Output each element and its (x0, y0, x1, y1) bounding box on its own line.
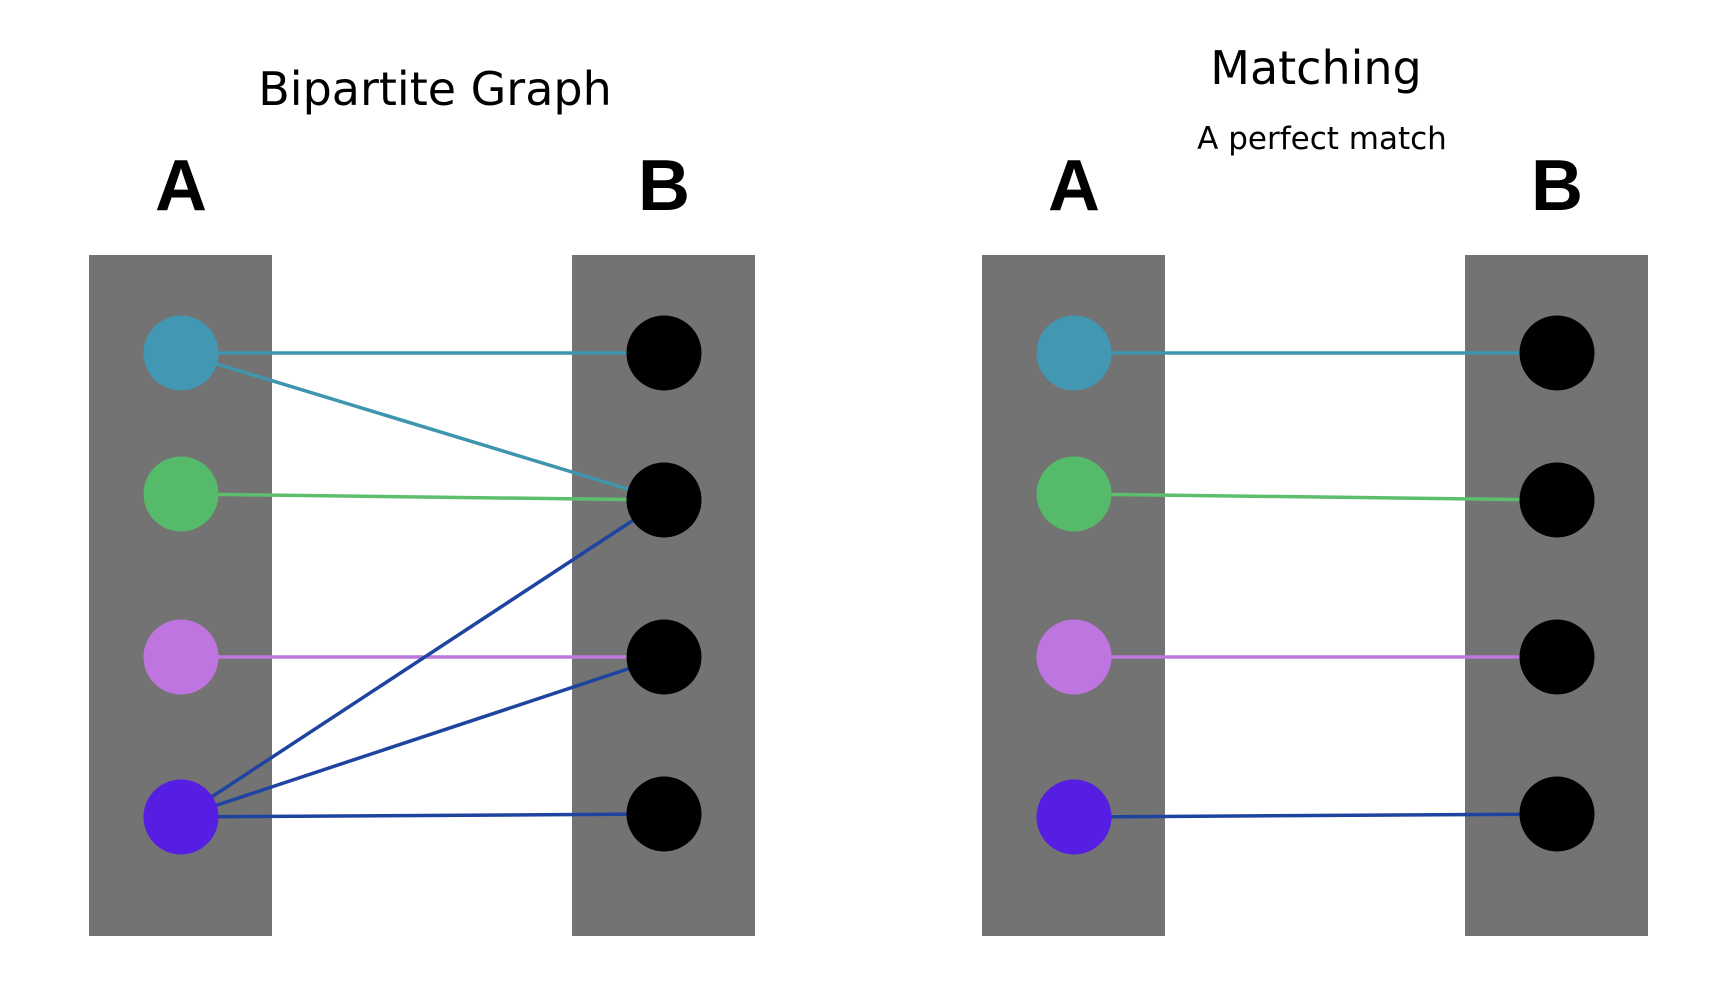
node-a3 (1036, 619, 1112, 695)
node-a1 (1036, 315, 1112, 391)
node-a2 (1036, 456, 1112, 532)
edges-group (1072, 351, 1559, 819)
edge-a4-b2 (179, 498, 666, 819)
edge-a1-b2 (179, 351, 666, 502)
set-a-nodes (143, 315, 219, 855)
node-a1 (143, 315, 219, 391)
node-b4 (626, 776, 702, 852)
set-a-label: A (155, 146, 207, 226)
set-b-nodes (1519, 315, 1595, 852)
edge-a2-b2 (179, 492, 666, 502)
panel-bipartite: Bipartite Graph A B (89, 62, 755, 936)
set-a-nodes (1036, 315, 1112, 855)
node-b1 (626, 315, 702, 391)
edge-a4-b4 (1072, 812, 1559, 819)
set-b-label: B (1531, 146, 1583, 226)
node-a4 (1036, 779, 1112, 855)
panel-subtitle: A perfect match (1197, 121, 1447, 157)
panel-title: Bipartite Graph (258, 62, 612, 116)
set-a-label: A (1048, 146, 1100, 226)
node-a2 (143, 456, 219, 532)
node-a4 (143, 779, 219, 855)
set-b-nodes (626, 315, 702, 852)
edge-a2-b2 (1072, 492, 1559, 502)
edges-group (179, 351, 666, 819)
node-b2 (1519, 462, 1595, 538)
node-a3 (143, 619, 219, 695)
node-b3 (626, 619, 702, 695)
node-b3 (1519, 619, 1595, 695)
node-b2 (626, 462, 702, 538)
set-b-label: B (638, 146, 690, 226)
panel-matching: Matching A perfect match A B (982, 41, 1648, 936)
panel-title: Matching (1210, 41, 1422, 95)
node-b1 (1519, 315, 1595, 391)
edge-a4-b3 (179, 655, 666, 819)
node-b4 (1519, 776, 1595, 852)
edge-a4-b4 (179, 812, 666, 819)
